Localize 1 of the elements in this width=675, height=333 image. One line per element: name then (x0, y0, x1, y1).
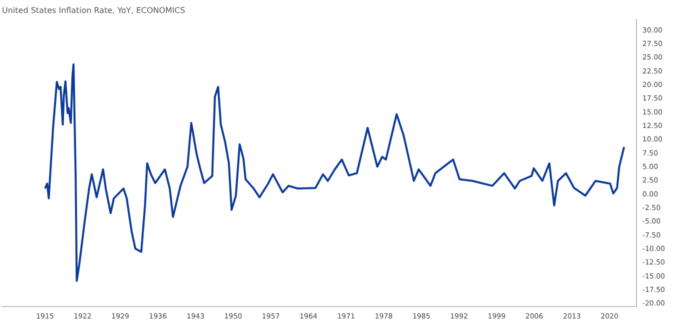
chart-title: United States Inflation Rate, YoY, ECONOMICS (2, 6, 186, 15)
